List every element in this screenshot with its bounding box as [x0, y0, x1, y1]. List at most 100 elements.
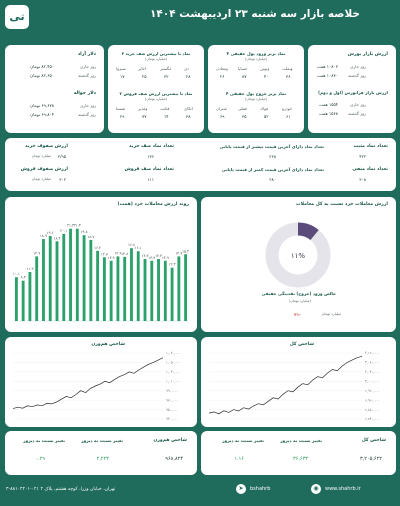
- bar-label: ۱۴.۳: [155, 254, 162, 258]
- bar: [89, 239, 93, 321]
- bar: [177, 256, 181, 321]
- final-above-label: تعداد نماد دارای آخرین قیمت بیشتر از قیم…: [219, 144, 324, 149]
- y-tick-label: ۹۷۰,۰۰۰: [166, 398, 178, 402]
- symbol-value: ۸۷: [242, 74, 247, 79]
- y-tick-label: ۲,۸۴۰,۰۰۰: [365, 417, 380, 421]
- symbol: اخابر: [138, 66, 147, 71]
- bar-label: ۹.۳: [21, 276, 26, 280]
- bar: [170, 267, 174, 321]
- donut-percent-label: ۱۱%: [291, 252, 306, 260]
- footer-handle[interactable]: bshahrb: [250, 486, 271, 492]
- y-tick-label: ۲,۹۲۰,۰۰۰: [365, 398, 380, 402]
- market-value-card: ارزش بازار بورس روز جاری ۱۰۸۰۳ همت روز گ…: [308, 45, 396, 133]
- bar: [55, 241, 59, 321]
- sell-queue-count-label: تعداد نماد صف فروش: [124, 167, 174, 172]
- hamvazn-change: ۲,۲۲۳: [96, 456, 109, 462]
- bourse-row-value: ۱۰۸۰۳ همت: [316, 64, 338, 69]
- bar-label: ۱۴.۹: [33, 251, 40, 255]
- hamvazn-chart-card: شاخص هم‌وزن ۱,۰۷۰,۰۰۰ ۱,۰۵۰,۰۰۰ ۱,۰۳۰,۰۰۰ ۱…: [5, 337, 197, 427]
- remittance-row-value: ۶۹,۸۰۴ تومان: [30, 112, 54, 117]
- buy-queue-count-label: تعداد نماد صف خرید: [128, 144, 174, 149]
- y-tick-label: ۳,۱۲۰,۰۰۰: [365, 351, 380, 355]
- donut-chart: ۱۱%: [265, 222, 331, 288]
- bar: [102, 257, 106, 321]
- bar: [69, 228, 72, 321]
- bar-label: ۲۰.۱: [60, 229, 67, 233]
- bar-label: ۱۹.۶: [47, 231, 54, 235]
- stats-card: تعداد نماد مثبت ۴۲۲ تعداد نماد منفی ۳۰۸ …: [5, 138, 396, 191]
- final-above-value: ۲۶۸: [269, 154, 276, 159]
- donut-slice: [297, 222, 319, 241]
- symbol-value: ۳۶: [286, 74, 291, 79]
- bourse-row-value: ۱۰۸۳۰ همت: [316, 73, 338, 78]
- bar: [123, 256, 127, 321]
- logo: تی: [5, 5, 29, 29]
- bar-chart-card: روند ارزش معاملات خرد (همت) ۱۰.۱ ۹.۳ ۱۱.۳ ۱…: [5, 197, 197, 332]
- farabourse-row-value: ۱۵۵۴ همت: [318, 102, 338, 107]
- remittance-row-label: روز جاری: [80, 103, 96, 108]
- sell-queue-count-value: ۱۱۱: [147, 177, 154, 182]
- buy-queue-value: ۲/۹۵: [57, 154, 66, 159]
- symbol: خودرو: [282, 106, 293, 111]
- bar-label: ۱۴.۳: [142, 254, 149, 258]
- y-tick-label: ۹۳۰,۰۰۰: [166, 417, 178, 421]
- telegram-icon[interactable]: ➤: [236, 484, 246, 494]
- y-tick-label: ۳,۰۰۰,۰۰۰: [365, 379, 380, 383]
- farabourse-row-value: ۱۵۶۸ همت: [318, 111, 338, 116]
- bar: [109, 260, 113, 321]
- bar: [14, 277, 18, 321]
- dollar-row-label: روز گذشته: [78, 73, 96, 78]
- kol-summary-h3: تغییر نسبت به دیروز: [222, 438, 264, 443]
- hamvazn-summary-h1: شاخص هم‌وزن: [153, 438, 187, 443]
- symbol-value: ۳۸: [186, 114, 191, 119]
- bar: [96, 250, 100, 321]
- footer-website[interactable]: www.shahrb.ir: [325, 486, 361, 492]
- hamvazn-summary-h2: تغییر نسبت به دیروز: [81, 438, 123, 443]
- positive-count-value: ۴۲۲: [359, 154, 366, 159]
- y-tick-label: ۳,۰۴۰,۰۰۰: [365, 370, 380, 374]
- remittance-row-value: ۶۹,۶۷۸ تومان: [30, 103, 54, 108]
- y-tick-label: ۱,۰۷۰,۰۰۰: [166, 351, 181, 355]
- buy-queue-value-label: ارزش صفوف خرید: [25, 144, 68, 149]
- symbol-value: ۲۶: [220, 74, 225, 79]
- symbol: فملی: [238, 106, 247, 111]
- y-tick-label: ۲,۸۸۰,۰۰۰: [365, 408, 380, 412]
- hamvazn-line-chart: ۱,۰۷۰,۰۰۰ ۱,۰۵۰,۰۰۰ ۱,۰۳۰,۰۰۰ ۱,۰۱۰,۰۰۰ ۹۹۰,…: [12, 351, 181, 421]
- symbol: خساپا: [238, 66, 248, 71]
- net-inflow-value: -۳۱: [294, 312, 301, 317]
- bar-label: ۱۶.۱: [135, 246, 142, 250]
- realmoney-out-title: ۴ نماد برتر خروج پول حقیقی: [225, 91, 287, 96]
- bar-label: ۱۲.۳: [169, 263, 176, 267]
- bar-label: ۱۳.۹: [148, 256, 155, 260]
- y-tick-label: ۱,۰۳۰,۰۰۰: [166, 370, 181, 374]
- remittance-title: دلار حواله: [73, 91, 96, 96]
- bar: [35, 256, 39, 321]
- symbol: ومعادن: [216, 66, 228, 71]
- kol-chart-card: شاخص کل ۳,۱۲۰,۰۰۰ ۳,۰۸۰,۰۰۰ ۳,۰۴۰,۰۰۰ ۳,۰۰۰…: [201, 337, 396, 427]
- donut-legend-title: خالص ورود (خروج) نقدینگی حقیقی: [261, 291, 337, 296]
- symbol-value: ۵۲: [264, 114, 269, 119]
- symbol-value: ۳۲: [164, 74, 169, 79]
- bar-label: ۱۹.۸: [81, 230, 88, 234]
- buy-queue-value-unit: میلیارد تومان: [31, 154, 51, 158]
- kol-value: ۳,۲۰۵,۶۲۲: [360, 456, 382, 462]
- symbol: شتران: [216, 106, 227, 111]
- bar-label: ۱۴.۹: [114, 251, 121, 255]
- kol-summary-h2: تغییر نسبت به دیروز: [280, 438, 322, 443]
- bar-chart-title: روند ارزش معاملات خرد (همت): [117, 202, 189, 207]
- dollar-row-value: ۸۲,۶۵۰ تومان: [30, 73, 54, 78]
- web-icon[interactable]: ◉: [311, 484, 321, 494]
- bar: [136, 251, 140, 321]
- y-tick-label: ۹۵۰,۰۰۰: [166, 408, 178, 412]
- bar-label: ۱۸.۴: [54, 236, 61, 240]
- y-tick-label: ۹۹۰,۰۰۰: [166, 389, 178, 393]
- bar-label: ۱۸.۷: [87, 235, 94, 239]
- bar: [21, 280, 25, 321]
- net-inflow-unit: میلیارد تومان: [321, 312, 341, 316]
- kol-change: ۳۶,۶۳۳: [292, 456, 308, 462]
- bar-label: ۲۱.۳: [67, 224, 74, 228]
- bourse-row-label: روز گذشته: [348, 73, 366, 78]
- realmoney-in-unit: (میلیارد تومان): [244, 57, 268, 61]
- page-title: خلاصه بازار سه شنبه ۲۳ اردیبهشت ۱۴۰۴: [150, 8, 360, 20]
- symbol: سبزوا: [116, 66, 126, 71]
